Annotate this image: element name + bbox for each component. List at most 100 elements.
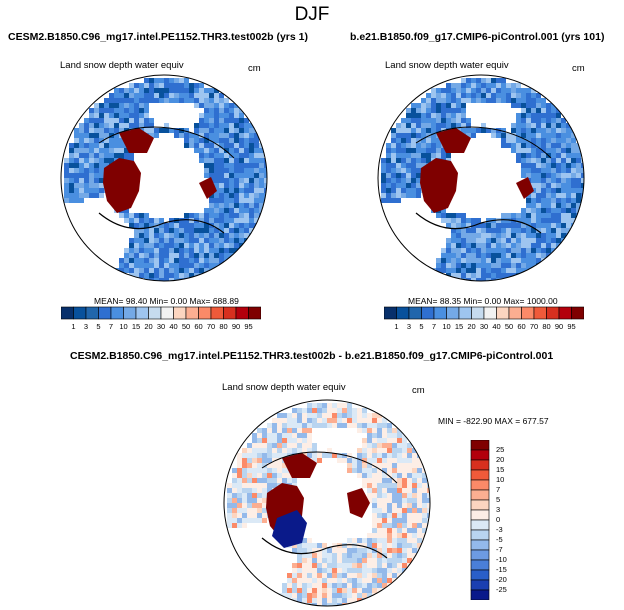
colorbar-tick-label: 20 [496, 455, 505, 464]
colorbar-tick-label: 40 [492, 322, 501, 331]
colorbar-left [61, 306, 261, 320]
colorbar-swatch [470, 529, 490, 541]
colorbar-tick-label: 70 [529, 322, 539, 331]
colorbar-swatch [384, 306, 397, 320]
colorbar-swatch [470, 559, 490, 571]
colorbar-swatch [470, 549, 490, 561]
panel-right-case-title: b.e21.B1850.f09_g17.CMIP6-piControl.001 … [350, 31, 605, 43]
colorbar-tick-label: 0 [496, 515, 501, 524]
colorbar-swatch [148, 306, 162, 320]
colorbar-tick-label: 5 [96, 322, 101, 331]
panel-left-units-label: cm [248, 63, 261, 74]
colorbar-swatch [508, 306, 522, 320]
colorbar-tick-label: 7 [431, 322, 437, 331]
map-boundary-circle [377, 74, 585, 282]
colorbar-swatch [396, 306, 410, 320]
colorbar-tick-label: 90 [554, 322, 564, 331]
colorbar-tick-label: 95 [567, 322, 576, 331]
colorbar-swatch [546, 306, 560, 320]
colorbar-swatch [408, 306, 422, 320]
colorbar-swatch [223, 306, 237, 320]
colorbar-tick-label: 70 [206, 322, 216, 331]
colorbar-swatch [533, 306, 547, 320]
panel-right-variable-label: Land snow depth water equiv [385, 60, 509, 71]
colorbar-swatch [496, 306, 510, 320]
colorbar-swatch [470, 489, 490, 501]
colorbar-tick-label: -25 [496, 585, 507, 594]
colorbar-swatch [160, 306, 174, 320]
colorbar-swatch [98, 306, 112, 320]
map-left-polar-plot [60, 74, 268, 282]
panel-left-variable-label: Land snow depth water equiv [60, 60, 184, 71]
map-boundary-circle [60, 74, 268, 282]
map-right-polar-plot [377, 74, 585, 282]
colorbar-swatch [110, 306, 124, 320]
colorbar-tick-label: 3 [83, 322, 89, 331]
colorbar-swatch [421, 306, 435, 320]
colorbar-tick-label: 15 [454, 322, 464, 331]
colorbar-swatch [470, 519, 490, 531]
colorbar-swatch [470, 499, 490, 511]
colorbar-swatch [61, 306, 74, 320]
colorbar-swatch [248, 306, 261, 320]
colorbar-tick-label: 95 [244, 322, 253, 331]
colorbar-swatch [471, 306, 485, 320]
colorbar-tick-label: 10 [119, 322, 128, 331]
panel-diff-case-title: CESM2.B1850.C96_mg17.intel.PE1152.THR3.t… [70, 350, 554, 362]
colorbar-swatch [483, 306, 497, 320]
colorbar-tick-label: 1 [71, 322, 76, 331]
colorbar-tick-label: 50 [181, 322, 191, 331]
colorbar-swatch [135, 306, 149, 320]
colorbar-swatch [73, 306, 87, 320]
colorbar-swatch [123, 306, 137, 320]
colorbar-tick-label: 10 [442, 322, 451, 331]
colorbar-swatch [571, 306, 584, 320]
colorbar-swatch [558, 306, 572, 320]
panel-diff-stats: MIN = -822.90 MAX = 677.57 [438, 416, 549, 426]
map-boundary-circle [223, 399, 431, 607]
colorbar-tick-label: 80 [542, 322, 551, 331]
colorbar-swatch [210, 306, 224, 320]
colorbar-tick-label: 15 [496, 465, 505, 474]
colorbar-tick-label: 30 [479, 322, 489, 331]
colorbar-tick-label: 40 [169, 322, 178, 331]
colorbar-swatch [470, 469, 490, 481]
colorbar-tick-label: 50 [504, 322, 514, 331]
colorbar-tick-label: 60 [194, 322, 203, 331]
colorbar-tick-label: 7 [496, 485, 501, 494]
colorbar-swatch [173, 306, 187, 320]
colorbar-tick-label: -3 [496, 525, 503, 534]
colorbar-tick-label: 3 [406, 322, 412, 331]
colorbar-tick-label: -15 [496, 565, 507, 574]
colorbar-tick-label: 90 [231, 322, 241, 331]
panel-left-stats: MEAN= 98.40 Min= 0.00 Max= 688.89 [94, 296, 239, 306]
panel-right-units-label: cm [572, 63, 585, 74]
colorbar-swatch [470, 589, 490, 600]
colorbar-swatch [470, 509, 490, 521]
panel-right-stats: MEAN= 88.35 Min= 0.00 Max= 1000.00 [408, 296, 558, 306]
colorbar-swatch [235, 306, 249, 320]
colorbar-swatch [85, 306, 99, 320]
colorbar-tick-label: 7 [108, 322, 114, 331]
colorbar-swatch [521, 306, 535, 320]
colorbar-swatch [470, 539, 490, 551]
colorbar-tick-label: 15 [131, 322, 141, 331]
colorbar-tick-label: 30 [156, 322, 166, 331]
colorbar-tick-label: 80 [219, 322, 228, 331]
colorbar-swatch [458, 306, 472, 320]
panel-left-case-title: CESM2.B1850.C96_mg17.intel.PE1152.THR3.t… [8, 31, 308, 43]
colorbar-swatch [198, 306, 212, 320]
colorbar-tick-label: -10 [496, 555, 507, 564]
map-diff-polar-plot [223, 399, 431, 607]
colorbar-swatch [470, 569, 490, 581]
colorbar-swatch [470, 449, 490, 461]
colorbar-tick-label: -5 [496, 535, 503, 544]
colorbar-tick-label: 60 [517, 322, 526, 331]
colorbar-tick-label: 25 [496, 445, 505, 454]
colorbar-swatch [470, 579, 490, 591]
colorbar-swatch [433, 306, 447, 320]
season-title: DJF [294, 4, 330, 25]
colorbar-tick-label: -20 [496, 575, 507, 584]
colorbar-tick-label: -7 [496, 545, 503, 554]
colorbar-tick-label: 20 [144, 322, 153, 331]
